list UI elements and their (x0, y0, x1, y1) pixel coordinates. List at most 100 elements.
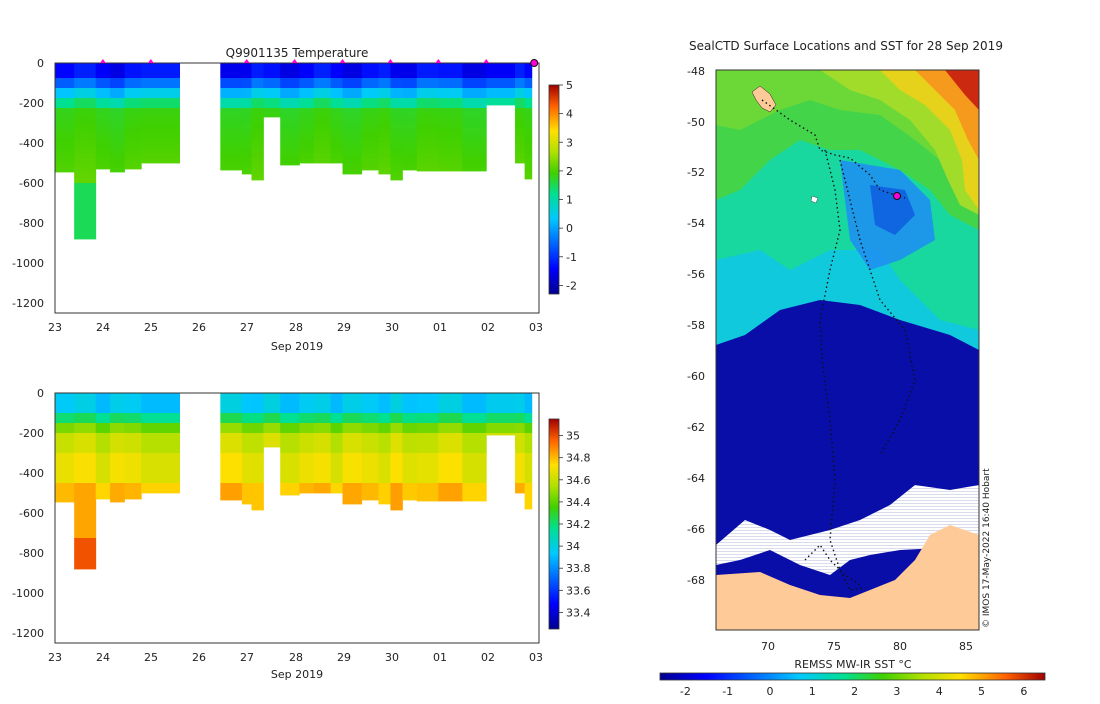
temperature-cell (390, 138, 403, 144)
temperature-cell (342, 143, 363, 149)
salinity-cell (141, 458, 180, 464)
salinity-cell (74, 423, 97, 429)
salinity-cell (462, 488, 487, 494)
temperature-x-tick: 24 (96, 321, 110, 334)
temperature-cell (515, 113, 526, 119)
temperature-cell (524, 123, 533, 129)
salinity-cell (55, 473, 75, 479)
temperature-cell (342, 128, 363, 134)
salinity-cell (313, 443, 331, 449)
salinity-cell (330, 468, 343, 474)
salinity-cell (55, 493, 75, 499)
salinity-cell (280, 393, 300, 399)
temperature-cell (313, 78, 331, 84)
salinity-y-tick: -1000 (12, 587, 44, 600)
salinity-cell (141, 478, 180, 484)
salinity-cell (110, 398, 125, 404)
salinity-cell (313, 433, 331, 439)
temperature-cell (55, 113, 75, 119)
temperature-cell (95, 138, 111, 144)
salinity-cell (74, 478, 97, 484)
salinity-cell (74, 453, 97, 459)
salinity-cell (390, 438, 403, 444)
temperature-x-tick: 27 (240, 321, 254, 334)
temperature-cell (124, 78, 142, 84)
salinity-cell (74, 498, 97, 504)
temperature-cell (110, 83, 125, 89)
temperature-cell (330, 158, 343, 164)
salinity-cell (524, 423, 533, 429)
colorbar-tick-label: 34 (566, 540, 580, 553)
salinity-cell (342, 458, 363, 464)
salinity-cell (524, 468, 533, 474)
temperature-cell (330, 133, 343, 139)
salinity-cell (110, 403, 125, 409)
temperature-cell (74, 83, 97, 89)
temperature-cell (330, 153, 343, 159)
salinity-cell (55, 468, 75, 474)
colorbar-tick-label: 34.6 (566, 474, 591, 487)
temperature-cell (141, 73, 180, 79)
salinity-cell (74, 553, 97, 559)
temperature-cell (251, 108, 264, 114)
temperature-cell (95, 63, 111, 69)
temperature-cell (74, 228, 97, 234)
temperature-cell (251, 138, 264, 144)
salinity-cell (342, 438, 363, 444)
salinity-cell (95, 473, 111, 479)
salinity-cell (263, 403, 281, 409)
temperature-cell (390, 93, 403, 99)
temperature-cell (524, 138, 533, 144)
temperature-cell (416, 158, 439, 164)
salinity-cell (390, 398, 403, 404)
salinity-cell (416, 393, 439, 399)
temperature-cell (220, 143, 243, 149)
salinity-cell (263, 443, 281, 448)
salinity-cell (462, 418, 487, 424)
temperature-cell (299, 118, 315, 124)
temperature-cell (524, 93, 533, 99)
temperature-cell (313, 83, 331, 89)
temperature-cell (330, 108, 343, 114)
temperature-cell (390, 63, 403, 69)
temperature-cell (462, 133, 487, 139)
salinity-cell (486, 408, 516, 414)
temperature-cell (330, 63, 343, 69)
salinity-cell (390, 443, 403, 449)
temperature-cell (251, 153, 264, 159)
temperature-cell (330, 78, 343, 84)
temperature-cell (95, 118, 111, 124)
temperature-cell (299, 93, 315, 99)
temperature-cell (390, 128, 403, 134)
salinity-cell (402, 493, 418, 499)
temperature-cell (313, 88, 331, 94)
colorbar-tick-label: 34.2 (566, 518, 591, 531)
map-colorbar-tick-label: 4 (936, 685, 943, 698)
temperature-cell (299, 143, 315, 149)
map-colorbar-tick-label: 1 (809, 685, 816, 698)
temperature-cell (402, 98, 418, 104)
temperature-cell (313, 143, 331, 149)
salinity-cell (342, 423, 363, 429)
temperature-cell (313, 73, 331, 79)
temperature-cell (124, 83, 142, 89)
salinity-cell (241, 428, 252, 434)
salinity-cell (524, 408, 533, 414)
temperature-cell (361, 148, 379, 154)
salinity-cell (416, 398, 439, 404)
salinity-cell (299, 468, 315, 474)
salinity-cell (313, 418, 331, 424)
salinity-cell (241, 483, 252, 489)
salinity-cell (251, 423, 264, 429)
salinity-cell (342, 433, 363, 439)
salinity-cell (251, 498, 264, 504)
temperature-cell (251, 143, 264, 149)
temperature-cell (515, 133, 526, 139)
salinity-cell (378, 403, 391, 409)
temperature-y-tick: -600 (19, 177, 44, 190)
temperature-cell (515, 63, 526, 69)
salinity-cell (251, 478, 264, 484)
temperature-cell (402, 128, 418, 134)
salinity-cell (55, 488, 75, 494)
temperature-cell (390, 103, 403, 109)
